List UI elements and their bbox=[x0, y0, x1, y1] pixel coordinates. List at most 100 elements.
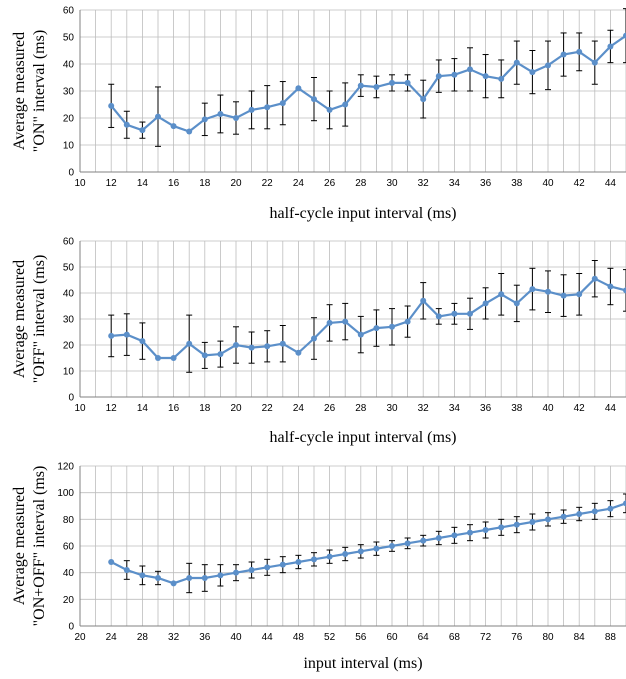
x-tick-label: 32 bbox=[418, 178, 430, 189]
x-tick-label: 34 bbox=[449, 403, 461, 414]
data-point bbox=[420, 297, 427, 304]
y-tick-label: 50 bbox=[63, 33, 75, 44]
x-tick-label: 36 bbox=[480, 403, 492, 414]
data-point bbox=[357, 548, 364, 555]
y-axis-title: "ON+OFF" interval (ms) bbox=[31, 466, 48, 627]
data-point bbox=[264, 564, 271, 571]
data-point bbox=[139, 572, 146, 579]
data-point bbox=[404, 540, 411, 547]
y-tick-label: 40 bbox=[63, 289, 75, 300]
data-point bbox=[623, 32, 626, 39]
data-point bbox=[201, 575, 208, 581]
data-point bbox=[217, 351, 224, 358]
data-point bbox=[623, 287, 626, 294]
x-tick-label: 40 bbox=[542, 403, 554, 414]
series-line bbox=[110, 34, 626, 133]
x-tick-label: 48 bbox=[293, 632, 305, 643]
data-point bbox=[186, 575, 193, 581]
y-tick-label: 10 bbox=[63, 141, 75, 152]
data-point bbox=[482, 73, 489, 80]
y-axis-title: "OFF" interval (ms) bbox=[31, 255, 48, 384]
data-point bbox=[451, 310, 458, 317]
data-point bbox=[233, 342, 239, 348]
data-point bbox=[467, 310, 473, 317]
data-point bbox=[498, 75, 505, 82]
x-tick-label: 72 bbox=[480, 632, 492, 643]
data-point bbox=[186, 340, 193, 347]
data-point bbox=[373, 325, 380, 332]
y-tick-label: 30 bbox=[63, 315, 75, 326]
data-point bbox=[560, 513, 567, 520]
data-point bbox=[591, 275, 598, 282]
x-tick-label: 28 bbox=[137, 632, 149, 643]
y-tick-label: 40 bbox=[63, 60, 75, 71]
data-point bbox=[139, 127, 146, 134]
data-point bbox=[373, 83, 380, 90]
y-axis-title: Average measured bbox=[11, 487, 28, 605]
data-point bbox=[435, 73, 442, 80]
x-tick-label: 34 bbox=[449, 178, 461, 189]
data-point bbox=[326, 106, 333, 113]
x-tick-label: 16 bbox=[168, 403, 180, 414]
x-tick-label: 12 bbox=[106, 403, 118, 414]
x-tick-label: 80 bbox=[542, 632, 554, 643]
x-tick-label: 68 bbox=[449, 632, 461, 643]
x-tick-label: 32 bbox=[418, 403, 430, 414]
y-axis-title: Average measured bbox=[11, 260, 28, 378]
y-tick-label: 60 bbox=[63, 6, 75, 17]
y-tick-label: 100 bbox=[57, 488, 74, 499]
x-tick-label: 44 bbox=[262, 632, 274, 643]
x-axis-title: half-cycle input interval (ms) bbox=[269, 429, 456, 446]
y-tick-label: 20 bbox=[63, 595, 75, 606]
data-point bbox=[248, 567, 255, 573]
x-tick-label: 38 bbox=[511, 178, 523, 189]
data-point bbox=[404, 79, 411, 86]
x-tick-label: 32 bbox=[168, 632, 180, 643]
data-point bbox=[217, 110, 224, 117]
x-tick-label: 22 bbox=[262, 403, 274, 414]
data-point bbox=[389, 323, 395, 330]
x-tick-label: 44 bbox=[605, 178, 617, 189]
data-point bbox=[513, 521, 520, 528]
x-axis-title: input interval (ms) bbox=[303, 655, 422, 672]
data-point bbox=[576, 48, 583, 55]
data-point bbox=[435, 535, 442, 541]
x-tick-label: 52 bbox=[324, 632, 336, 643]
y-tick-label: 120 bbox=[57, 462, 74, 473]
y-tick-label: 0 bbox=[68, 168, 74, 179]
data-point bbox=[498, 291, 505, 298]
data-point bbox=[389, 79, 395, 86]
data-point bbox=[342, 101, 349, 108]
data-point bbox=[513, 300, 520, 307]
data-point bbox=[435, 313, 442, 320]
x-tick-label: 20 bbox=[230, 403, 242, 414]
x-tick-label: 10 bbox=[74, 403, 86, 414]
data-point bbox=[186, 128, 193, 135]
x-tick-label: 88 bbox=[605, 632, 617, 643]
data-point bbox=[264, 104, 271, 111]
data-point bbox=[545, 516, 551, 523]
data-point bbox=[155, 355, 161, 361]
data-point bbox=[295, 349, 302, 356]
data-point bbox=[217, 572, 224, 579]
data-point bbox=[311, 96, 317, 103]
x-tick-label: 24 bbox=[106, 632, 118, 643]
data-point bbox=[467, 66, 473, 73]
data-point bbox=[467, 529, 473, 536]
data-point bbox=[498, 524, 505, 531]
data-point bbox=[326, 553, 333, 560]
y-axis-title: "ON" interval (ms) bbox=[31, 30, 48, 152]
x-tick-label: 14 bbox=[137, 178, 149, 189]
data-point bbox=[342, 551, 349, 557]
data-point bbox=[279, 340, 286, 347]
series-line bbox=[111, 277, 626, 360]
data-point bbox=[513, 59, 520, 66]
x-tick-label: 22 bbox=[262, 178, 274, 189]
x-tick-label: 42 bbox=[574, 403, 586, 414]
data-point bbox=[123, 121, 130, 128]
data-point bbox=[404, 318, 411, 325]
x-tick-label: 20 bbox=[230, 178, 242, 189]
y-tick-label: 50 bbox=[63, 263, 75, 274]
